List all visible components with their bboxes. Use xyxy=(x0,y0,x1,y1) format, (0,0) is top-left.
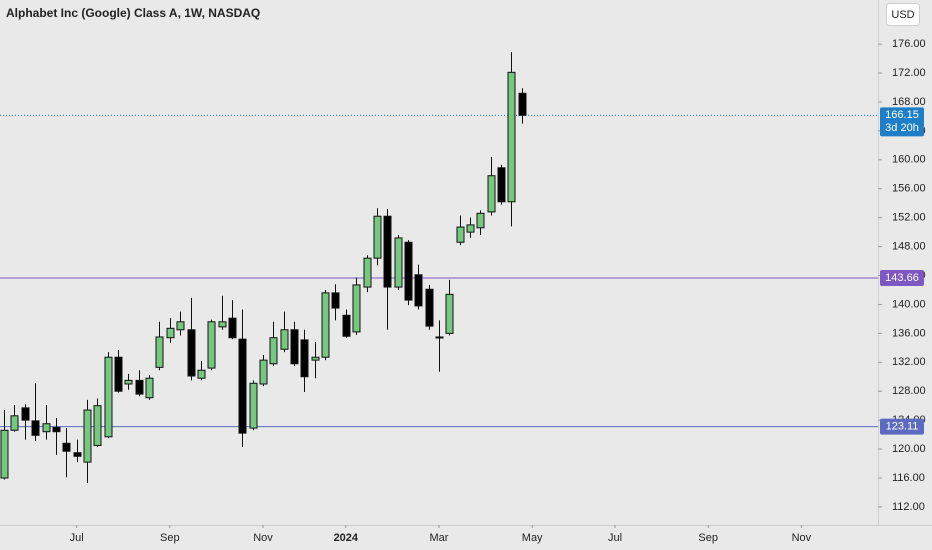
candle-body xyxy=(259,359,268,385)
candle-body xyxy=(114,356,123,392)
candle-body xyxy=(280,329,289,350)
candle-body xyxy=(269,337,278,365)
y-tick-label: 140.00 xyxy=(892,298,926,310)
candle-body xyxy=(342,314,351,337)
y-tick-label: 132.00 xyxy=(892,356,926,368)
candle-body xyxy=(83,409,92,463)
candle-body xyxy=(124,379,133,385)
countdown-label: 3d 20h xyxy=(885,122,919,134)
candle-body xyxy=(290,329,299,365)
candle-body xyxy=(104,356,113,438)
candle-body xyxy=(404,241,413,301)
candle-body xyxy=(300,339,309,378)
y-tick-label: 128.00 xyxy=(892,385,926,397)
candle-body xyxy=(238,338,247,434)
candle-body xyxy=(518,92,527,116)
candle-body xyxy=(249,382,258,429)
y-tick-label: 176.00 xyxy=(892,38,926,50)
level-label-box xyxy=(880,418,924,435)
y-tick-label: 156.00 xyxy=(892,183,926,195)
candle-body xyxy=(383,215,392,288)
candle-body xyxy=(487,175,496,213)
candle-body xyxy=(476,212,485,229)
candle-body xyxy=(363,257,372,288)
candle-body xyxy=(135,379,144,395)
candle-body xyxy=(435,336,444,339)
candle-body xyxy=(52,426,61,433)
current-price-box xyxy=(880,107,924,137)
level-label: 123.11 xyxy=(886,420,919,432)
candle-body xyxy=(414,274,423,307)
y-tick-label: 152.00 xyxy=(892,212,926,224)
candle-body xyxy=(321,292,330,358)
x-tick-label: Sep xyxy=(160,532,180,544)
x-tick-label: May xyxy=(522,532,543,544)
candle-body xyxy=(21,407,30,421)
candle-body xyxy=(62,442,71,452)
candle-body xyxy=(445,293,454,334)
y-tick-label: 120.00 xyxy=(892,443,926,455)
candle-body xyxy=(42,423,51,433)
x-tick-label: Nov xyxy=(792,532,812,544)
plot xyxy=(0,52,878,484)
y-tick-label: 168.00 xyxy=(892,96,926,108)
candle-body xyxy=(166,327,175,339)
x-tick-label: Mar xyxy=(430,532,449,544)
y-tick-label: 148.00 xyxy=(892,240,926,252)
currency-button[interactable] xyxy=(886,3,920,26)
candle-body xyxy=(425,288,434,327)
candle-body xyxy=(197,369,206,379)
candle-body xyxy=(497,167,506,203)
candle-body xyxy=(331,292,340,309)
candle-body xyxy=(507,71,516,203)
candle-body xyxy=(352,284,361,333)
y-tick-label: 136.00 xyxy=(892,327,926,339)
level-label: 143.66 xyxy=(885,272,919,284)
x-tick-label: Nov xyxy=(253,532,273,544)
candle-body xyxy=(466,224,475,233)
y-tick-label: 172.00 xyxy=(892,67,926,79)
candle-body xyxy=(394,237,403,288)
current-price-label: 166.15 xyxy=(885,109,919,121)
level-label-box xyxy=(880,269,924,286)
y-tick-label: 116.00 xyxy=(892,472,925,484)
y-tick-label: 160.00 xyxy=(892,154,926,166)
x-tick-label: Jul xyxy=(70,532,84,544)
chart-title: Alphabet Inc (Google) Class A, 1W, NASDA… xyxy=(6,6,260,20)
x-tick-label: 2024 xyxy=(334,532,359,544)
candle-body xyxy=(218,321,227,328)
candle-body xyxy=(456,226,465,243)
candle-body xyxy=(93,405,102,446)
candle-body xyxy=(31,420,40,436)
candle-body xyxy=(373,215,382,259)
x-tick-label: Jul xyxy=(608,532,622,544)
currency-label[interactable]: USD xyxy=(891,9,914,21)
candle-body xyxy=(187,329,196,377)
x-tick-label: Sep xyxy=(698,532,718,544)
y-tick-label: 112.00 xyxy=(892,501,925,513)
candle-body xyxy=(311,356,320,361)
candle-body xyxy=(0,429,9,479)
candle-body xyxy=(10,415,19,431)
candle-body xyxy=(176,321,185,331)
candle-body xyxy=(73,452,82,457)
candle-body xyxy=(155,336,164,368)
candle-body xyxy=(145,377,154,399)
candle-body xyxy=(207,321,216,369)
candle-body xyxy=(228,317,237,339)
